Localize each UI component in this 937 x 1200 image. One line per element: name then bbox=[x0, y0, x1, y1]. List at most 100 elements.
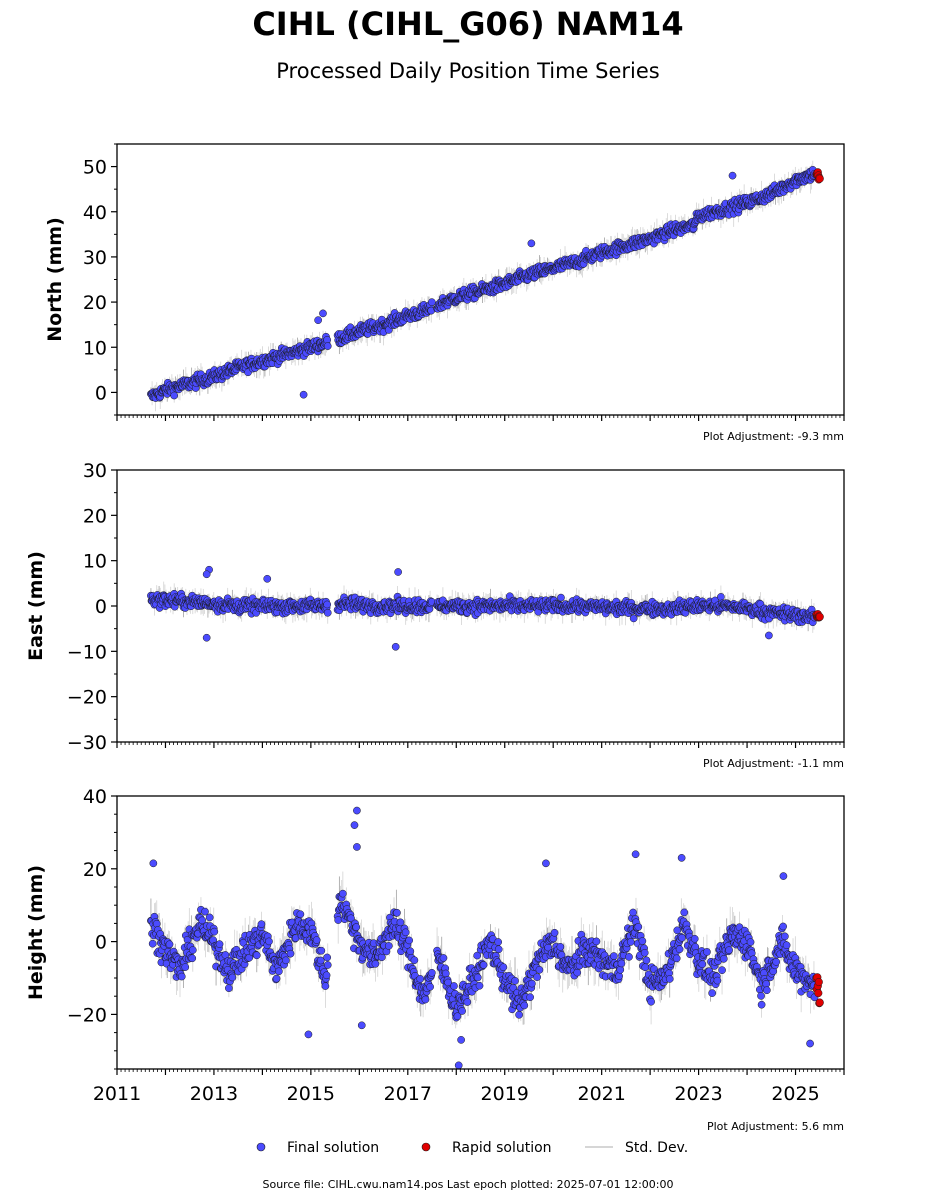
final-point bbox=[316, 956, 325, 965]
final-point bbox=[717, 593, 725, 601]
final-point bbox=[252, 951, 261, 960]
outlier-point bbox=[202, 570, 211, 579]
final-point bbox=[312, 936, 321, 944]
final-point bbox=[323, 961, 332, 969]
outlier-point bbox=[263, 574, 272, 583]
final-point bbox=[453, 1012, 462, 1021]
final-point bbox=[181, 963, 190, 971]
y-tick-label: 10 bbox=[83, 337, 107, 359]
final-point bbox=[188, 946, 197, 954]
final-point bbox=[441, 969, 450, 978]
final-point bbox=[225, 984, 233, 992]
plot-adjustment-north: Plot Adjustment: -9.3 mm bbox=[703, 430, 844, 443]
final-point bbox=[257, 920, 266, 928]
final-point bbox=[473, 973, 482, 982]
final-point bbox=[557, 593, 565, 602]
final-point bbox=[165, 940, 174, 949]
y-axis-label-north: North (mm) bbox=[44, 217, 66, 342]
final-point bbox=[463, 998, 472, 1006]
y-tick-label: −10 bbox=[67, 641, 107, 663]
chart-subtitle: Processed Daily Position Time Series bbox=[276, 59, 660, 83]
plot-adjustment-east: Plot Adjustment: -1.1 mm bbox=[703, 757, 844, 770]
final-point bbox=[427, 298, 436, 306]
final-point bbox=[401, 928, 410, 937]
final-point bbox=[426, 982, 434, 991]
final-point bbox=[629, 614, 638, 623]
final-point bbox=[377, 953, 386, 962]
final-point bbox=[228, 973, 237, 982]
final-point bbox=[499, 963, 508, 972]
outlier-point bbox=[394, 568, 402, 576]
y-tick-label: 10 bbox=[83, 551, 107, 573]
final-point bbox=[170, 391, 179, 400]
final-point bbox=[275, 967, 283, 976]
plot-area-height bbox=[147, 806, 824, 1069]
final-point bbox=[475, 981, 484, 990]
final-point bbox=[317, 946, 326, 955]
y-tick-label: 20 bbox=[83, 292, 107, 314]
final-point bbox=[265, 937, 273, 946]
x-axis-north bbox=[116, 415, 845, 421]
outlier-point bbox=[765, 631, 773, 640]
final-point bbox=[198, 916, 206, 925]
outlier-point bbox=[728, 171, 737, 180]
final-points-north bbox=[147, 165, 819, 402]
final-point bbox=[494, 945, 503, 954]
final-point bbox=[245, 953, 254, 962]
outlier-point bbox=[391, 642, 400, 651]
final-point bbox=[323, 600, 332, 609]
plot-area-east bbox=[147, 565, 824, 651]
final-point bbox=[323, 608, 332, 617]
final-point bbox=[339, 889, 347, 898]
y-tick-label: 40 bbox=[83, 202, 107, 224]
final-point bbox=[427, 968, 436, 977]
outlier-point bbox=[319, 309, 327, 318]
final-point bbox=[282, 956, 290, 965]
final-point bbox=[323, 342, 332, 350]
final-point bbox=[421, 995, 430, 1004]
y-tick-label: 0 bbox=[95, 382, 107, 404]
plot-area-north bbox=[147, 160, 824, 412]
final-point bbox=[188, 954, 197, 963]
y-tick-label: 0 bbox=[95, 596, 107, 618]
final-points-east bbox=[147, 565, 819, 651]
rapid-points-east bbox=[812, 610, 824, 622]
panel-east: −30 −20 −10 0 10 20 30 East (mm) Plot Adjustment… bbox=[25, 460, 845, 770]
final-point bbox=[450, 982, 458, 990]
final-point bbox=[323, 953, 332, 962]
final-point bbox=[322, 971, 331, 980]
final-point bbox=[205, 913, 214, 922]
panels: 0 10 20 30 40 50 North (mm) Plot Adjustment: -9… bbox=[25, 143, 845, 1133]
rapid-point bbox=[815, 174, 824, 183]
final-point bbox=[410, 956, 419, 965]
final-point bbox=[393, 908, 401, 917]
final-point bbox=[416, 975, 425, 983]
y-tick-label: 30 bbox=[83, 460, 107, 482]
final-point bbox=[371, 959, 380, 968]
rapid-points-north bbox=[812, 168, 824, 184]
final-point bbox=[334, 916, 343, 924]
final-point bbox=[148, 939, 157, 948]
rapid-point bbox=[815, 612, 824, 621]
final-point bbox=[177, 972, 186, 981]
final-point bbox=[406, 947, 415, 956]
final-point bbox=[321, 982, 330, 990]
outlier-point bbox=[527, 239, 536, 248]
final-point bbox=[201, 907, 209, 916]
final-point bbox=[384, 942, 393, 950]
y-tick-label: −20 bbox=[67, 687, 107, 709]
outlier-point bbox=[202, 633, 211, 642]
outlier-point bbox=[299, 390, 308, 399]
final-point bbox=[272, 974, 281, 983]
final-point bbox=[296, 910, 305, 919]
chart-title: CIHL (CIHL_G06) NAM14 bbox=[252, 5, 683, 43]
final-point bbox=[405, 936, 414, 945]
x-axis-east bbox=[116, 742, 845, 748]
final-point bbox=[515, 1010, 523, 1019]
final-point bbox=[458, 1007, 466, 1015]
final-point bbox=[352, 923, 361, 931]
final-point bbox=[239, 938, 248, 947]
y-tick-label: 30 bbox=[83, 247, 107, 269]
